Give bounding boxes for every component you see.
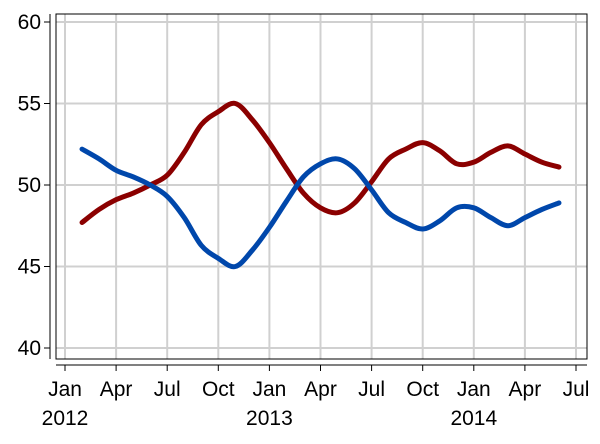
series-line-1 — [79, 100, 562, 225]
x-tick-label: Jan — [457, 378, 491, 401]
x-tick-label: Jan — [48, 378, 82, 401]
plot-frame — [55, 13, 588, 360]
series-lines — [79, 100, 562, 270]
x-tick-label: Jul — [154, 378, 181, 401]
y-gridlines — [56, 21, 587, 349]
y-axis: 40 45 50 55 60 — [18, 11, 51, 360]
y-tick-label: 50 — [18, 174, 41, 197]
x-tick-label: Oct — [202, 378, 235, 401]
y-tick-label: 40 — [18, 337, 41, 360]
x-tick-label: Apr — [100, 378, 133, 401]
x-tick-label: Jul — [358, 378, 385, 401]
y-tick-label: 55 — [18, 93, 41, 116]
x-year-label: 2013 — [246, 407, 293, 430]
x-year-label: 2014 — [450, 407, 497, 430]
x-tick-label: Apr — [304, 378, 337, 401]
x-tick-label: Apr — [509, 378, 542, 401]
x-tick-label: Jan — [252, 378, 286, 401]
x-tick-label: Oct — [406, 378, 439, 401]
x-tick-label: Jul — [563, 378, 590, 401]
y-tick-label: 45 — [18, 256, 41, 279]
x-axis: Jan Apr Jul Oct Jan Apr Jul Oct Jan Apr Jul 2012 201… — [42, 364, 590, 430]
y-tick-label: 60 — [18, 11, 41, 34]
x-gridlines — [64, 14, 577, 359]
x-year-label: 2012 — [42, 407, 89, 430]
series-line-2 — [79, 146, 562, 270]
